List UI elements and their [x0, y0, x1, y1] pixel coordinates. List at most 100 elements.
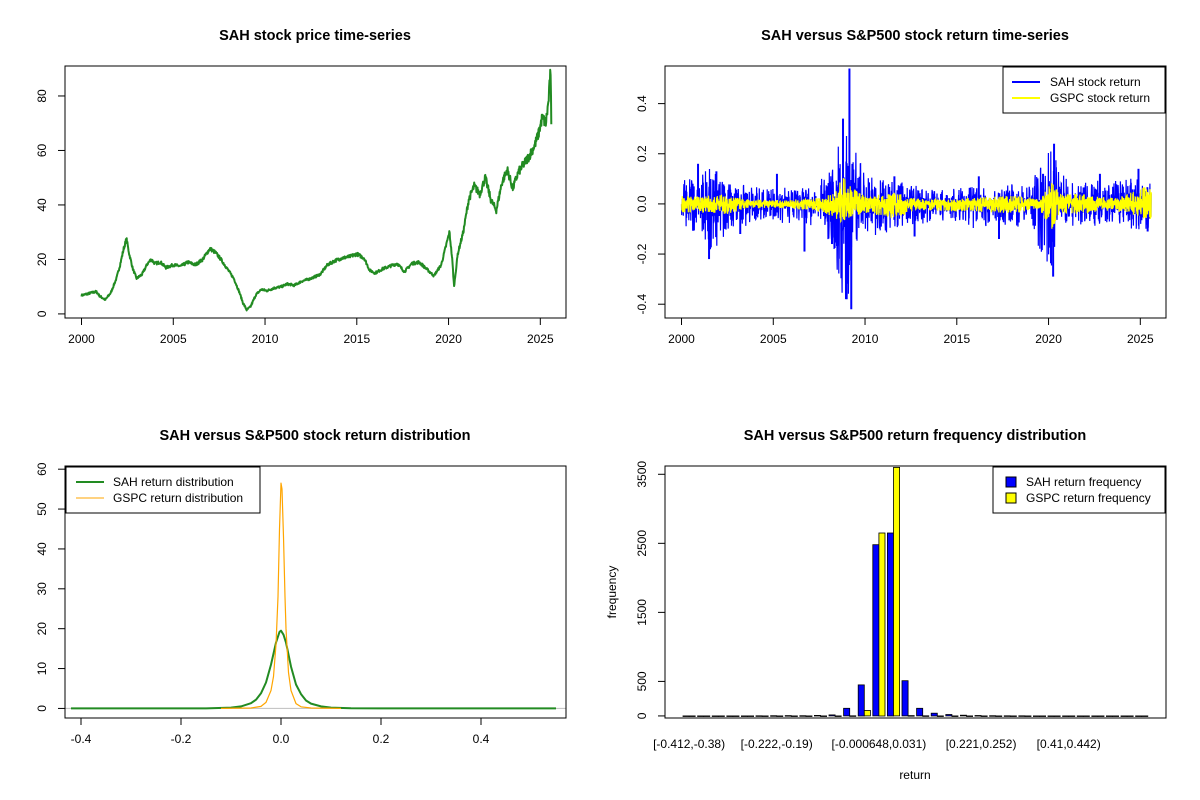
gspc-frequency-bar — [1039, 715, 1046, 717]
density-y-tick-label: 30 — [35, 582, 49, 596]
returns-plot-frame — [664, 65, 1167, 319]
gspc-frequency-bar — [1141, 715, 1149, 717]
sah-frequency-bar — [857, 684, 865, 717]
density-panel: SAH versus S&P500 stock return distribut… — [35, 428, 567, 746]
returns-x-tick-label: 2000 — [668, 332, 695, 346]
legend-label-sah-return: SAH stock return — [1050, 75, 1141, 89]
sah-return-line — [680, 131, 1152, 300]
sah-frequency-bar — [741, 715, 748, 717]
price-panel: SAH stock price time-series 2000 2005 2010… — [35, 28, 567, 346]
sah-frequency-bar — [1047, 715, 1055, 717]
density-y-tick-label: 40 — [35, 542, 49, 556]
gspc-frequency-bar — [703, 715, 711, 717]
gspc-frequency-bar — [966, 715, 973, 717]
density-x-tick-label: -0.2 — [171, 732, 192, 746]
gspc-frequency-bar — [717, 715, 725, 717]
legend-swatch-gspc-frequency — [1005, 492, 1017, 504]
gspc-frequency-bar — [732, 715, 740, 717]
histogram-x-axis-label: return — [899, 768, 930, 782]
sah-frequency-bar — [1033, 715, 1040, 717]
legend-label-sah-distribution: SAH return distribution — [113, 475, 234, 489]
gspc-frequency-bar — [805, 715, 813, 717]
price-plot-frame — [64, 65, 567, 319]
gspc-frequency-bar — [1097, 715, 1105, 717]
sah-frequency-bar — [989, 715, 997, 717]
density-legend-box — [65, 466, 261, 514]
returns-chart-title: SAH versus S&P500 stock return time-seri… — [761, 28, 1069, 44]
histogram-chart-title: SAH versus S&P500 return frequency distr… — [744, 428, 1086, 444]
sah-frequency-bar — [1003, 715, 1011, 717]
histogram-y-tick-label: 1500 — [635, 599, 649, 626]
histogram-y-tick-label: 3500 — [635, 461, 649, 488]
gspc-distribution-curve — [220, 482, 342, 709]
gspc-frequency-bar — [980, 715, 988, 717]
price-x-tick-label: 2005 — [160, 332, 187, 346]
density-y-tick-label: 0 — [35, 705, 49, 712]
gspc-frequency-bar — [1009, 715, 1017, 717]
gspc-frequency-bar — [820, 715, 827, 717]
gspc-frequency-bar — [1053, 715, 1061, 717]
density-y-tick-label: 20 — [35, 622, 49, 636]
gspc-frequency-bar — [761, 715, 769, 717]
sah-frequency-bar — [887, 532, 894, 717]
price-x-tick-label: 2010 — [252, 332, 279, 346]
sah-frequency-bar — [799, 715, 807, 717]
price-x-tick-label: 2000 — [68, 332, 95, 346]
gspc-frequency-bar — [1024, 715, 1032, 717]
histogram-panel: SAH versus S&P500 return frequency distr… — [605, 428, 1167, 782]
histogram-x-tick-label: [-0.000648,0.031) — [832, 737, 927, 751]
legend-label-sah-frequency: SAH return frequency — [1026, 475, 1141, 489]
gspc-frequency-bar — [747, 715, 754, 717]
returns-panel: SAH versus S&P500 stock return time-seri… — [635, 28, 1167, 346]
price-plot-area: 2000 2005 2010 2015 2020 2025 0 20 40 60 80 — [35, 68, 554, 346]
returns-y-tick-label: 0.0 — [635, 195, 649, 212]
legend-label-gspc-frequency: GSPC return frequency — [1026, 491, 1151, 505]
gspc-frequency-bar — [951, 715, 959, 717]
gspc-frequency-bar — [688, 715, 696, 717]
sah-price-line — [80, 68, 553, 312]
sah-frequency-bar — [784, 715, 792, 717]
returns-legend: SAH stock return GSPC stock return — [1002, 66, 1166, 114]
density-y-tick-label: 60 — [35, 462, 49, 476]
sah-frequency-bar — [697, 715, 705, 717]
density-x-tick-label: 0.2 — [373, 732, 390, 746]
price-chart-title: SAH stock price time-series — [219, 28, 411, 44]
gspc-frequency-bar — [907, 715, 915, 717]
price-y-tick-label: 0 — [35, 310, 49, 317]
sah-frequency-bar — [960, 714, 967, 717]
sah-frequency-bar — [682, 715, 690, 717]
returns-x-tick-label: 2010 — [852, 332, 879, 346]
gspc-frequency-bar — [849, 715, 857, 717]
sah-frequency-bar — [843, 707, 851, 717]
sah-frequency-bar — [828, 714, 836, 717]
price-y-tick-label: 20 — [35, 252, 49, 266]
legend-swatch-sah-frequency — [1005, 476, 1017, 488]
density-x-tick-label: -0.4 — [71, 732, 92, 746]
gspc-return-line — [681, 178, 1152, 229]
histogram-y-axis-label: frequency — [605, 566, 619, 619]
histogram-x-tick-label: [-0.412,-0.38) — [653, 737, 725, 751]
gspc-frequency-bar — [1126, 715, 1134, 717]
sah-frequency-bar — [945, 714, 953, 717]
gspc-frequency-bar — [936, 715, 944, 717]
density-x-tick-label: 0.4 — [473, 732, 490, 746]
price-y-tick-label: 60 — [35, 143, 49, 157]
returns-legend-box — [1002, 66, 1166, 114]
sah-frequency-bar — [916, 707, 924, 717]
legend-label-gspc-return: GSPC stock return — [1050, 91, 1150, 105]
gspc-frequency-bar — [995, 715, 1003, 717]
density-chart-title: SAH versus S&P500 stock return distribut… — [159, 428, 470, 444]
returns-x-tick-label: 2015 — [943, 332, 970, 346]
price-x-tick-label: 2015 — [343, 332, 370, 346]
histogram-legend-box — [992, 466, 1166, 514]
returns-y-tick-label: 0.4 — [635, 95, 649, 112]
gspc-frequency-bar — [776, 715, 784, 717]
sah-frequency-bar — [755, 715, 763, 717]
gspc-frequency-bar — [863, 710, 871, 717]
returns-y-tick-label: -0.2 — [635, 243, 649, 264]
sah-frequency-bar — [814, 715, 821, 717]
gspc-frequency-bar — [1082, 715, 1090, 717]
histogram-y-tick-label: 2500 — [635, 530, 649, 557]
price-y-tick-label: 40 — [35, 198, 49, 212]
sah-frequency-bar — [1091, 715, 1099, 717]
